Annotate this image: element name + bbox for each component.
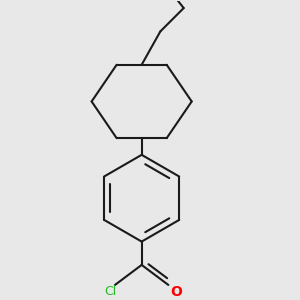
Text: O: O bbox=[171, 285, 183, 298]
Text: Cl: Cl bbox=[104, 285, 116, 298]
